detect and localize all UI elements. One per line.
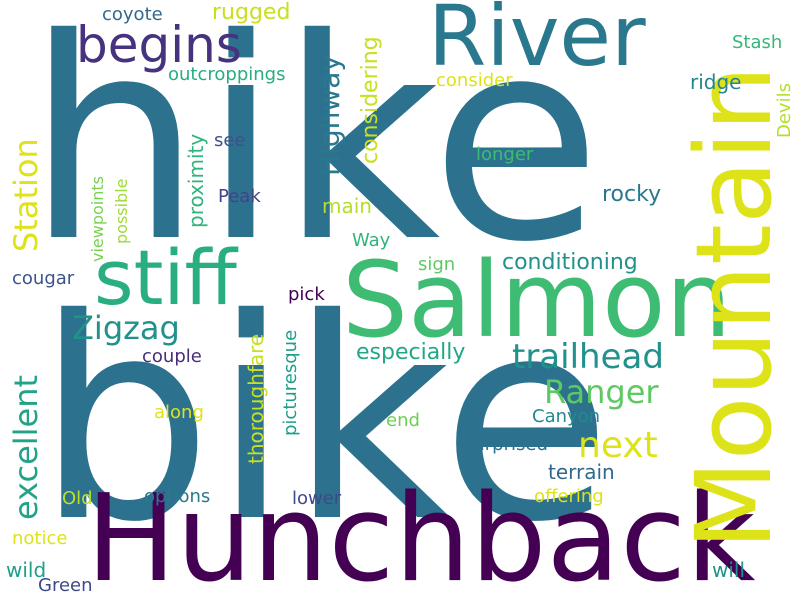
word-cougar: cougar (12, 268, 75, 289)
word-will: will (712, 558, 746, 582)
word-proximity: proximity (184, 133, 208, 228)
word-canyon: Canyon (532, 406, 601, 427)
word-lower: lower (292, 488, 342, 509)
word-way: Way (352, 230, 391, 251)
word-viewpoints: viewpoints (88, 176, 107, 262)
word-options: options (144, 486, 211, 507)
word-river: River (428, 0, 646, 85)
word-couple: couple (142, 346, 202, 367)
word-rocky: rocky (602, 182, 662, 207)
word-offering: offering (534, 486, 604, 507)
word-ranger: Ranger (544, 373, 659, 411)
word-stash: Stash (732, 32, 783, 53)
word-terrain: terrain (548, 460, 615, 484)
word-green: Green (38, 575, 93, 596)
word-mountain: Mountain (673, 65, 795, 550)
word-wild: wild (6, 558, 47, 582)
word-considering: considering (358, 36, 383, 164)
word-salmon: Salmon (342, 239, 732, 361)
word-sign: sign (418, 254, 456, 275)
word-peak: Peak (218, 186, 261, 207)
word-coyote: coyote (102, 4, 163, 25)
word-especially: especially (356, 340, 466, 365)
word-rugged: rugged (212, 0, 291, 25)
word-main: main (322, 194, 372, 218)
word-pick: pick (288, 284, 325, 305)
word-bike: bike (36, 259, 612, 583)
word-consider: consider (436, 70, 513, 91)
word-end: end (386, 410, 420, 431)
word-devils: Devils (774, 83, 795, 138)
word-thoroughfare: thoroughfare (244, 333, 268, 464)
word-hunchback: Hunchback (86, 470, 756, 600)
word-along: along (154, 402, 204, 423)
word-picturesque: picturesque (280, 329, 301, 436)
word-conditioning: conditioning (502, 250, 638, 275)
word-old: Old (62, 488, 93, 509)
word-outcroppings: outcroppings (168, 64, 286, 85)
word-trailhead: trailhead (512, 337, 664, 377)
word-excellent: excellent (7, 374, 45, 520)
word-next: next (578, 425, 658, 466)
word-highway: Highway (313, 55, 346, 176)
word-possible: possible (112, 178, 131, 244)
word-notice: notice (12, 528, 68, 549)
word-station: Station (7, 138, 45, 252)
word-hike: hike (26, 0, 602, 303)
word-longer: longer (476, 144, 534, 165)
word-stiff: stiff (94, 233, 237, 322)
word-begins: begins (76, 16, 242, 74)
word-see: see (214, 130, 246, 151)
word-ridge: ridge (690, 70, 742, 94)
word-zigzag: Zigzag (72, 309, 180, 347)
word-surprised: surprised (464, 434, 548, 455)
